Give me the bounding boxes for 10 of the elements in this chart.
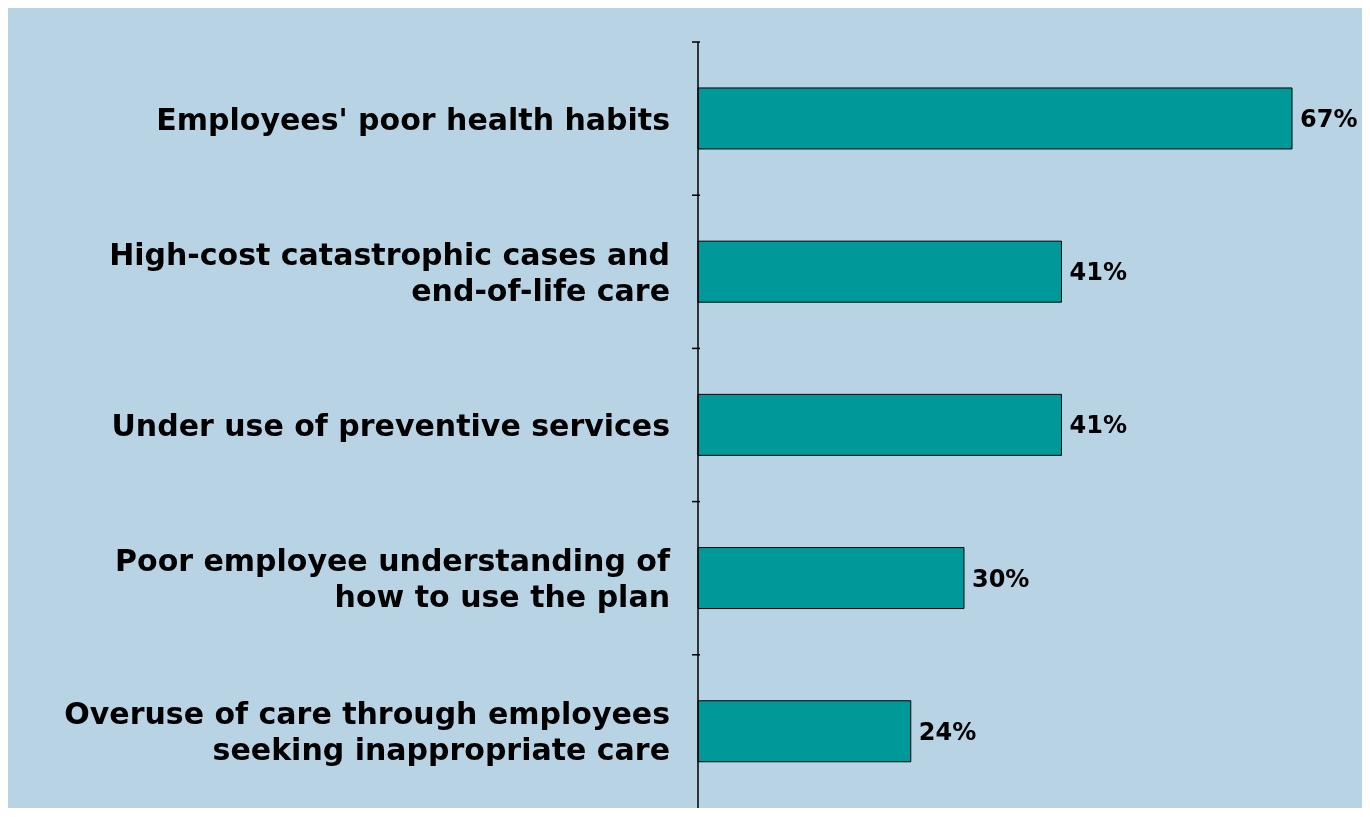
y-tick-label: Poor employee understanding of how to use the plan xyxy=(115,542,671,614)
data-label: 67% xyxy=(1300,104,1358,133)
data-label: 24% xyxy=(918,717,977,746)
data-label: 41% xyxy=(1069,258,1127,287)
data-label: 30% xyxy=(971,564,1030,593)
y-tick-label: High-cost catastrophic cases and end-of-life care xyxy=(109,236,670,308)
data-label: 41% xyxy=(1069,411,1127,440)
y-tick-label: Employees' poor health habits xyxy=(156,101,670,137)
y-tick-label: Under use of preventive services xyxy=(111,407,670,443)
y-tick-label: Overuse of care through employees seeking inappropriate care xyxy=(64,695,670,767)
